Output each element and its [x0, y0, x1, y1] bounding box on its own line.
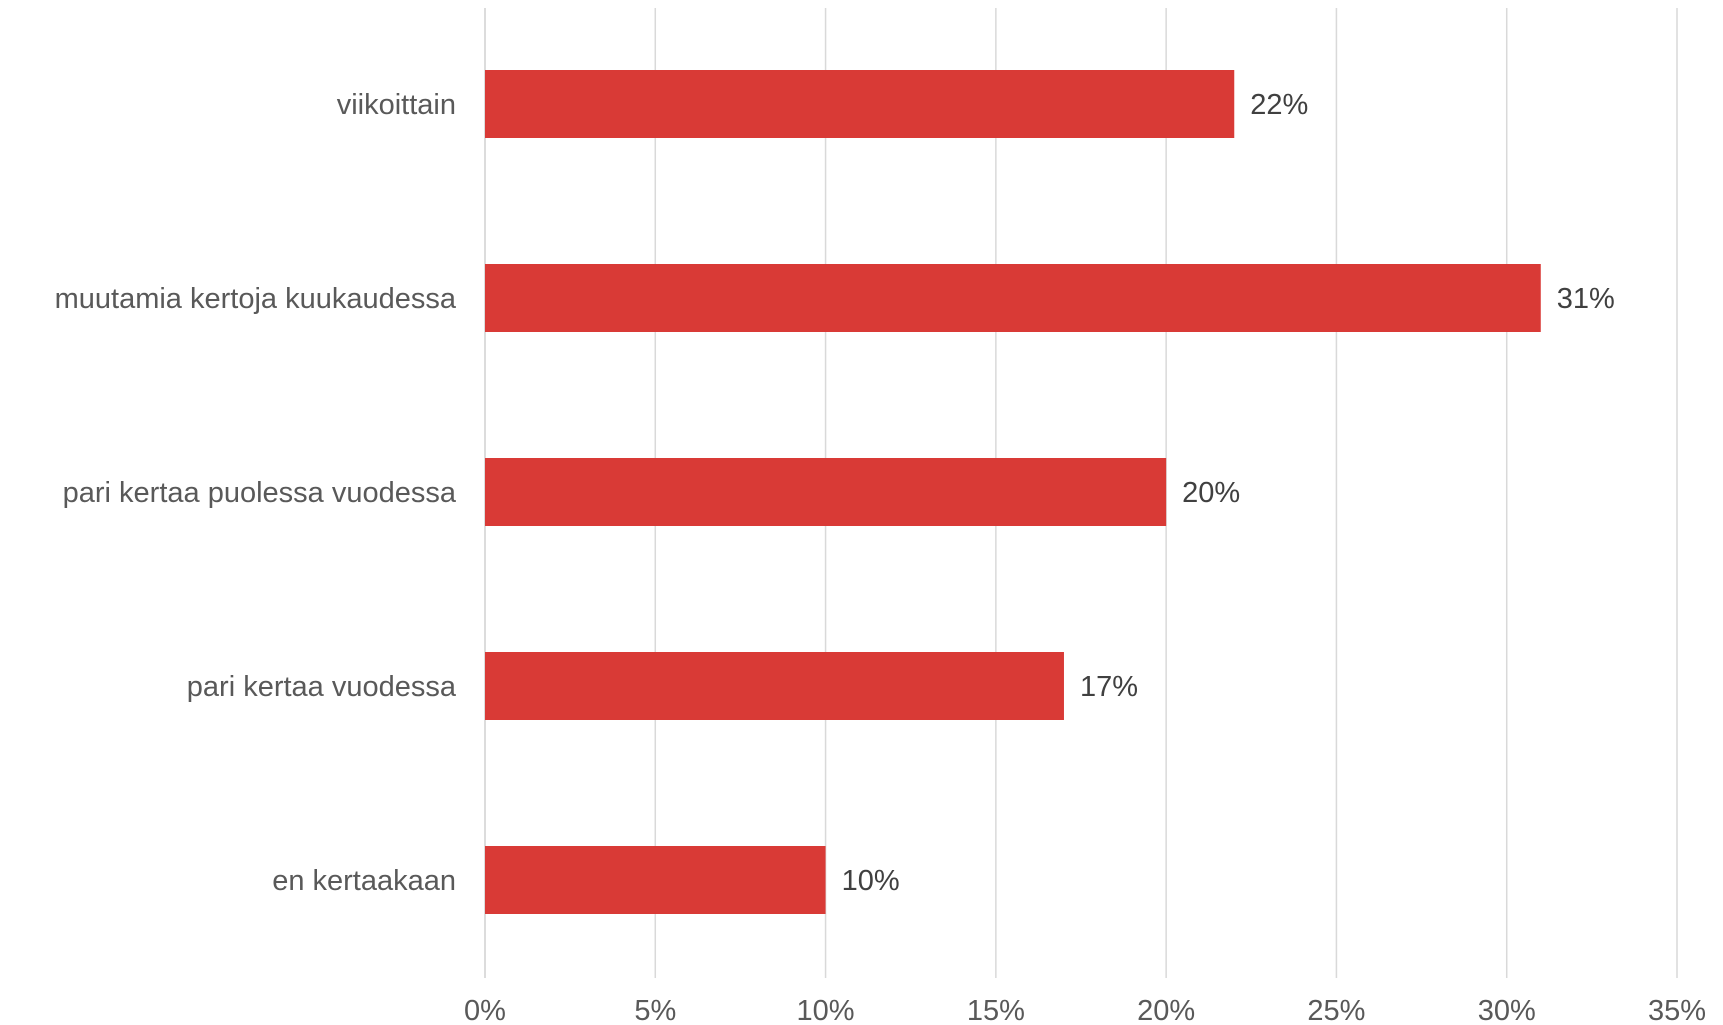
- x-tick-label: 5%: [634, 995, 676, 1025]
- x-tick-label: 10%: [797, 995, 855, 1025]
- x-tick-label: 20%: [1137, 995, 1195, 1025]
- bar: [485, 70, 1235, 138]
- data-labels: 22% 31% 20% 17% 10%: [842, 89, 1615, 897]
- category-label: pari kertaa vuodessa: [187, 671, 457, 703]
- category-label: pari kertaa puolessa vuodessa: [63, 477, 457, 509]
- x-axis-tick-labels: 0% 5% 10% 15% 20% 25% 30% 35%: [464, 995, 1706, 1025]
- category-label: viikoittain: [337, 89, 456, 121]
- bars: [485, 70, 1541, 914]
- category-label: muutamia kertoja kuukaudessa: [55, 283, 457, 315]
- x-tick-label: 25%: [1307, 995, 1365, 1025]
- category-label: en kertaakaan: [272, 865, 456, 897]
- data-label: 31%: [1557, 283, 1615, 315]
- data-label: 22%: [1250, 89, 1308, 121]
- data-label: 10%: [842, 865, 900, 897]
- bar: [485, 652, 1064, 720]
- x-tick-label: 0%: [464, 995, 506, 1025]
- x-tick-label: 15%: [967, 995, 1025, 1025]
- x-tick-label: 35%: [1648, 995, 1706, 1025]
- data-label: 17%: [1080, 671, 1138, 703]
- bar: [485, 264, 1541, 332]
- bar: [485, 458, 1167, 526]
- category-labels: viikoittain muutamia kertoja kuukaudessa p…: [55, 89, 457, 897]
- data-label: 20%: [1182, 477, 1240, 509]
- bar: [485, 846, 826, 914]
- x-tick-label: 30%: [1478, 995, 1536, 1025]
